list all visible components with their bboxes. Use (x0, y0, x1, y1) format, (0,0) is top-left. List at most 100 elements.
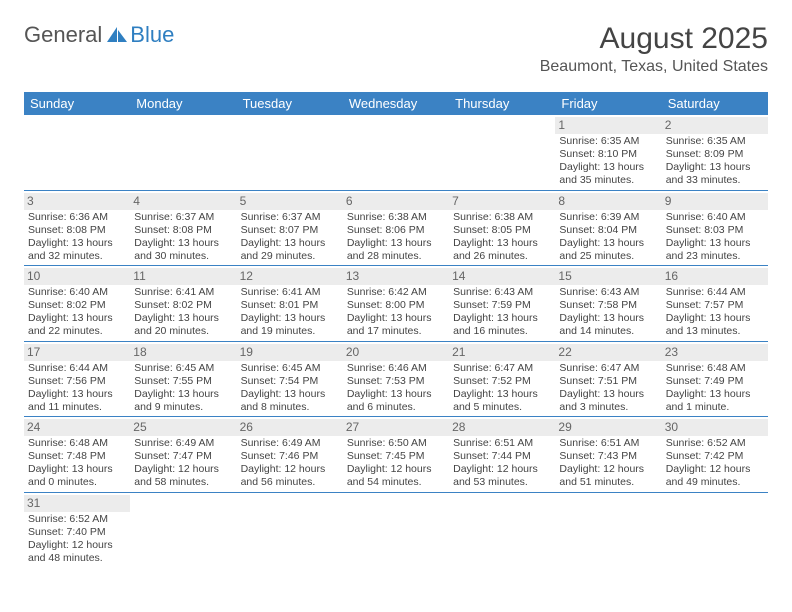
daylight-text: and 56 minutes. (241, 476, 339, 489)
calendar-day-cell: 11Sunrise: 6:41 AMSunset: 8:02 PMDayligh… (130, 266, 236, 342)
daylight-text: Daylight: 13 hours (28, 388, 126, 401)
daylight-text: Daylight: 13 hours (666, 237, 764, 250)
calendar-day-cell: 4Sunrise: 6:37 AMSunset: 8:08 PMDaylight… (130, 190, 236, 266)
weekday-header: Tuesday (237, 92, 343, 115)
day-number: 17 (24, 344, 130, 361)
day-number: 10 (24, 268, 130, 285)
daylight-text: Daylight: 13 hours (453, 237, 551, 250)
daylight-text: and 51 minutes. (559, 476, 657, 489)
calendar-week-row: 10Sunrise: 6:40 AMSunset: 8:02 PMDayligh… (24, 266, 768, 342)
sunset-text: Sunset: 7:58 PM (559, 299, 657, 312)
sunset-text: Sunset: 8:00 PM (347, 299, 445, 312)
day-number: 3 (24, 193, 130, 210)
sunset-text: Sunset: 8:08 PM (28, 224, 126, 237)
daylight-text: Daylight: 13 hours (241, 312, 339, 325)
calendar-week-row: 17Sunrise: 6:44 AMSunset: 7:56 PMDayligh… (24, 341, 768, 417)
sunset-text: Sunset: 7:45 PM (347, 450, 445, 463)
daylight-text: and 22 minutes. (28, 325, 126, 338)
sunrise-text: Sunrise: 6:44 AM (666, 286, 764, 299)
sunrise-text: Sunrise: 6:51 AM (453, 437, 551, 450)
sunrise-text: Sunrise: 6:38 AM (347, 211, 445, 224)
calendar-day-cell: 20Sunrise: 6:46 AMSunset: 7:53 PMDayligh… (343, 341, 449, 417)
calendar-week-row: .....1Sunrise: 6:35 AMSunset: 8:10 PMDay… (24, 115, 768, 190)
sunrise-text: Sunrise: 6:43 AM (559, 286, 657, 299)
day-number: 13 (343, 268, 449, 285)
calendar-day-cell: 15Sunrise: 6:43 AMSunset: 7:58 PMDayligh… (555, 266, 661, 342)
sunset-text: Sunset: 8:07 PM (241, 224, 339, 237)
daylight-text: and 23 minutes. (666, 250, 764, 263)
sunrise-text: Sunrise: 6:44 AM (28, 362, 126, 375)
sunset-text: Sunset: 7:53 PM (347, 375, 445, 388)
calendar-week-row: 24Sunrise: 6:48 AMSunset: 7:48 PMDayligh… (24, 417, 768, 493)
sunset-text: Sunset: 8:05 PM (453, 224, 551, 237)
day-number: 11 (130, 268, 236, 285)
daylight-text: Daylight: 12 hours (28, 539, 126, 552)
daylight-text: Daylight: 13 hours (347, 388, 445, 401)
calendar-day-cell: . (24, 115, 130, 190)
daylight-text: and 29 minutes. (241, 250, 339, 263)
calendar-day-cell: 19Sunrise: 6:45 AMSunset: 7:54 PMDayligh… (237, 341, 343, 417)
daylight-text: and 13 minutes. (666, 325, 764, 338)
calendar-day-cell: 17Sunrise: 6:44 AMSunset: 7:56 PMDayligh… (24, 341, 130, 417)
calendar-day-cell: 12Sunrise: 6:41 AMSunset: 8:01 PMDayligh… (237, 266, 343, 342)
sunrise-text: Sunrise: 6:39 AM (559, 211, 657, 224)
logo-text-2: Blue (130, 22, 174, 48)
daylight-text: Daylight: 12 hours (134, 463, 232, 476)
sunset-text: Sunset: 8:08 PM (134, 224, 232, 237)
weekday-header: Wednesday (343, 92, 449, 115)
sunset-text: Sunset: 8:04 PM (559, 224, 657, 237)
daylight-text: Daylight: 12 hours (559, 463, 657, 476)
day-number: 12 (237, 268, 343, 285)
sunrise-text: Sunrise: 6:50 AM (347, 437, 445, 450)
calendar-day-cell: 3Sunrise: 6:36 AMSunset: 8:08 PMDaylight… (24, 190, 130, 266)
calendar-day-cell: 8Sunrise: 6:39 AMSunset: 8:04 PMDaylight… (555, 190, 661, 266)
calendar-day-cell: 23Sunrise: 6:48 AMSunset: 7:49 PMDayligh… (662, 341, 768, 417)
calendar-day-cell: . (449, 492, 555, 567)
sunrise-text: Sunrise: 6:46 AM (347, 362, 445, 375)
calendar-day-cell: . (555, 492, 661, 567)
location: Beaumont, Texas, United States (540, 58, 768, 76)
daylight-text: Daylight: 13 hours (559, 312, 657, 325)
weekday-header: Saturday (662, 92, 768, 115)
calendar-day-cell: 25Sunrise: 6:49 AMSunset: 7:47 PMDayligh… (130, 417, 236, 493)
sunrise-text: Sunrise: 6:52 AM (28, 513, 126, 526)
daylight-text: and 49 minutes. (666, 476, 764, 489)
sunrise-text: Sunrise: 6:38 AM (453, 211, 551, 224)
day-number: 30 (662, 419, 768, 436)
daylight-text: Daylight: 13 hours (453, 388, 551, 401)
sunset-text: Sunset: 8:06 PM (347, 224, 445, 237)
daylight-text: and 48 minutes. (28, 552, 126, 565)
sunset-text: Sunset: 7:55 PM (134, 375, 232, 388)
day-number: 9 (662, 193, 768, 210)
daylight-text: Daylight: 13 hours (453, 312, 551, 325)
calendar-day-cell: 29Sunrise: 6:51 AMSunset: 7:43 PMDayligh… (555, 417, 661, 493)
day-number: 23 (662, 344, 768, 361)
sunset-text: Sunset: 7:47 PM (134, 450, 232, 463)
daylight-text: and 6 minutes. (347, 401, 445, 414)
daylight-text: Daylight: 13 hours (28, 463, 126, 476)
daylight-text: and 19 minutes. (241, 325, 339, 338)
day-number: 16 (662, 268, 768, 285)
calendar-week-row: 31Sunrise: 6:52 AMSunset: 7:40 PMDayligh… (24, 492, 768, 567)
sunrise-text: Sunrise: 6:47 AM (559, 362, 657, 375)
daylight-text: and 20 minutes. (134, 325, 232, 338)
sunrise-text: Sunrise: 6:49 AM (241, 437, 339, 450)
daylight-text: and 3 minutes. (559, 401, 657, 414)
daylight-text: Daylight: 12 hours (347, 463, 445, 476)
calendar-day-cell: . (449, 115, 555, 190)
daylight-text: and 32 minutes. (28, 250, 126, 263)
calendar-day-cell: 10Sunrise: 6:40 AMSunset: 8:02 PMDayligh… (24, 266, 130, 342)
weekday-header: Sunday (24, 92, 130, 115)
sunset-text: Sunset: 8:02 PM (28, 299, 126, 312)
sunset-text: Sunset: 7:40 PM (28, 526, 126, 539)
sunrise-text: Sunrise: 6:45 AM (134, 362, 232, 375)
sunset-text: Sunset: 7:46 PM (241, 450, 339, 463)
daylight-text: Daylight: 13 hours (134, 388, 232, 401)
daylight-text: Daylight: 13 hours (559, 237, 657, 250)
daylight-text: Daylight: 13 hours (559, 161, 657, 174)
calendar-day-cell: 28Sunrise: 6:51 AMSunset: 7:44 PMDayligh… (449, 417, 555, 493)
calendar-day-cell: . (130, 115, 236, 190)
sunset-text: Sunset: 7:56 PM (28, 375, 126, 388)
calendar-day-cell: 2Sunrise: 6:35 AMSunset: 8:09 PMDaylight… (662, 115, 768, 190)
sunrise-text: Sunrise: 6:35 AM (666, 135, 764, 148)
